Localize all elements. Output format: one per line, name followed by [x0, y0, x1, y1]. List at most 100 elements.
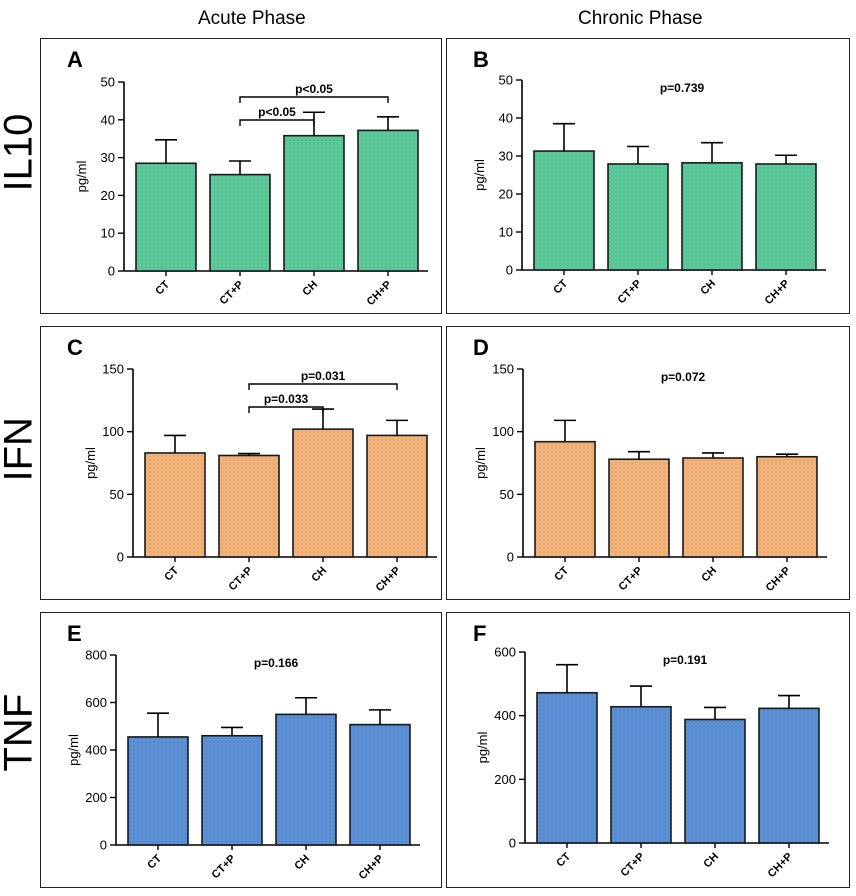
- y-tick-label: 400: [494, 708, 516, 723]
- y-tick-label: 0: [507, 550, 514, 565]
- panel-letter: C: [67, 335, 83, 360]
- y-tick-label: 200: [494, 772, 516, 787]
- x-tick-label: CH+P: [766, 851, 795, 880]
- significance-label: p=0.033: [264, 392, 309, 406]
- significance-label: p<0.05: [258, 105, 296, 119]
- bar-ct: [534, 440, 596, 558]
- significance-bracket: [248, 406, 324, 413]
- y-tick-label: 600: [494, 645, 516, 660]
- x-tick-label: CT+P: [218, 279, 247, 308]
- row-title-ifn: IFN: [0, 417, 41, 482]
- y-tick-label: 400: [85, 743, 107, 758]
- y-axis-label: pg/ml: [74, 160, 89, 192]
- y-axis-label: pg/ml: [475, 731, 490, 763]
- y-tick-label: 150: [102, 362, 124, 377]
- p-value-annotation: p=0.739: [660, 81, 705, 95]
- y-tick-label: 0: [108, 264, 115, 279]
- y-tick-label: 100: [102, 424, 124, 439]
- y-tick-label: 40: [499, 111, 513, 126]
- bar-ct-plus-p: [610, 705, 672, 844]
- bar-ct: [127, 736, 189, 846]
- y-tick-label: 20: [499, 187, 513, 202]
- x-tick-label: CT+P: [619, 851, 648, 880]
- x-tick-label: CH+P: [763, 278, 792, 307]
- x-tick-label: CH+P: [764, 565, 793, 594]
- x-tick-label: CH: [292, 853, 312, 873]
- bar-ch-plus-p: [349, 723, 411, 846]
- panel-b-il10-chronic: B 0 10 20 30 40 50 pg/ml CT CT+P CH CH+P p=0.739: [446, 38, 850, 314]
- chart-c: C 0 50 100 150 pg/ml CT CT+P CH CH+P p=0.033 p=0.03…: [67, 335, 437, 594]
- significance-bracket: [239, 119, 315, 126]
- panel-letter: D: [473, 335, 489, 360]
- x-tick-label: CT: [145, 852, 164, 871]
- bar-ch: [681, 162, 743, 271]
- y-tick-label: 30: [101, 150, 115, 165]
- panel-d-ifn-chronic: D 0 50 100 150 pg/ml CT CT+P CH CH+P p=0.072: [446, 326, 850, 600]
- bar-ct: [135, 162, 197, 272]
- x-tick-label: CT+P: [210, 853, 239, 882]
- bar-ch-plus-p: [756, 455, 818, 558]
- y-axis-label: pg/ml: [83, 447, 98, 479]
- significance-label: p=0.031: [301, 369, 346, 383]
- y-axis-label: pg/ml: [66, 734, 81, 766]
- x-tick-label: CT: [551, 277, 570, 296]
- bar-ch: [283, 134, 345, 272]
- y-tick-label: 50: [500, 487, 514, 502]
- y-tick-label: 150: [492, 362, 514, 377]
- bar-ct-plus-p: [209, 173, 271, 272]
- x-tick-label: CH+P: [374, 565, 403, 594]
- panel-e-tnf-acute: E 0 200 400 600 800 pg/ml CT CT+P CH CH+P p=0.166: [40, 612, 442, 888]
- chart-f: F 0 200 400 600 pg/ml CT CT+P CH CH+P p=0.191: [473, 621, 829, 880]
- x-tick-label: CH: [701, 851, 721, 871]
- x-tick-label: CH: [699, 565, 719, 585]
- panel-letter: E: [67, 621, 82, 646]
- x-tick-label: CT: [554, 850, 573, 869]
- y-tick-label: 30: [499, 149, 513, 164]
- panel-letter: A: [67, 47, 83, 72]
- y-tick-label: 100: [492, 424, 514, 439]
- bar-ch: [684, 718, 746, 844]
- bar-ch-plus-p: [758, 707, 820, 844]
- y-tick-label: 40: [101, 112, 115, 127]
- row-title-il10: IL10: [0, 113, 41, 192]
- bar-ct-plus-p: [608, 458, 670, 558]
- significance-bracket: [248, 383, 398, 390]
- p-value-annotation: p=0.166: [254, 656, 299, 670]
- y-tick-label: 200: [85, 790, 107, 805]
- chart-b: B 0 10 20 30 40 50 pg/ml CT CT+P CH CH+P p=0.739: [472, 47, 826, 307]
- x-tick-label: CT+P: [227, 565, 256, 594]
- x-tick-label: CH: [309, 565, 329, 585]
- bar-ct-plus-p: [218, 454, 280, 558]
- p-value-annotation: p=0.072: [661, 370, 706, 384]
- bar-ct: [533, 150, 595, 271]
- y-tick-label: 10: [499, 225, 513, 240]
- bar-ch-plus-p: [357, 129, 419, 272]
- panel-a-il10-acute: A 0 10 20 30 40 50 pg/ml CT CT+P CH CH+P p<0.05 p<0.0…: [40, 38, 442, 314]
- x-tick-label: CT: [162, 564, 181, 583]
- significance-label: p<0.05: [295, 82, 333, 96]
- y-tick-label: 10: [101, 226, 115, 241]
- x-tick-label: CH+P: [365, 279, 394, 308]
- x-tick-label: CT+P: [616, 278, 645, 307]
- panel-c-ifn-acute: C 0 50 100 150 pg/ml CT CT+P CH CH+P p=0.033 p=0.03…: [40, 326, 442, 600]
- chart-d: D 0 50 100 150 pg/ml CT CT+P CH CH+P p=0.072: [473, 335, 827, 594]
- y-tick-label: 0: [506, 263, 513, 278]
- bar-ch: [275, 713, 337, 846]
- row-title-tnf: TNF: [0, 693, 41, 772]
- bar-ch: [682, 457, 744, 558]
- bar-ct-plus-p: [201, 734, 263, 846]
- bar-ct: [144, 452, 206, 558]
- x-tick-label: CH: [698, 278, 718, 298]
- x-tick-label: CT+P: [617, 565, 646, 594]
- panel-f-tnf-chronic: F 0 200 400 600 pg/ml CT CT+P CH CH+P p=0.191: [446, 612, 850, 888]
- bar-ch-plus-p: [755, 163, 817, 271]
- x-tick-label: CT: [552, 564, 571, 583]
- x-tick-label: CH+P: [357, 853, 386, 882]
- bar-ch-plus-p: [366, 434, 428, 558]
- column-title-acute: Acute Phase: [198, 8, 306, 29]
- x-tick-label: CT: [153, 278, 172, 297]
- x-tick-label: CH: [300, 279, 320, 299]
- y-tick-label: 0: [100, 838, 107, 853]
- y-tick-label: 50: [110, 487, 124, 502]
- panel-letter: F: [473, 621, 486, 646]
